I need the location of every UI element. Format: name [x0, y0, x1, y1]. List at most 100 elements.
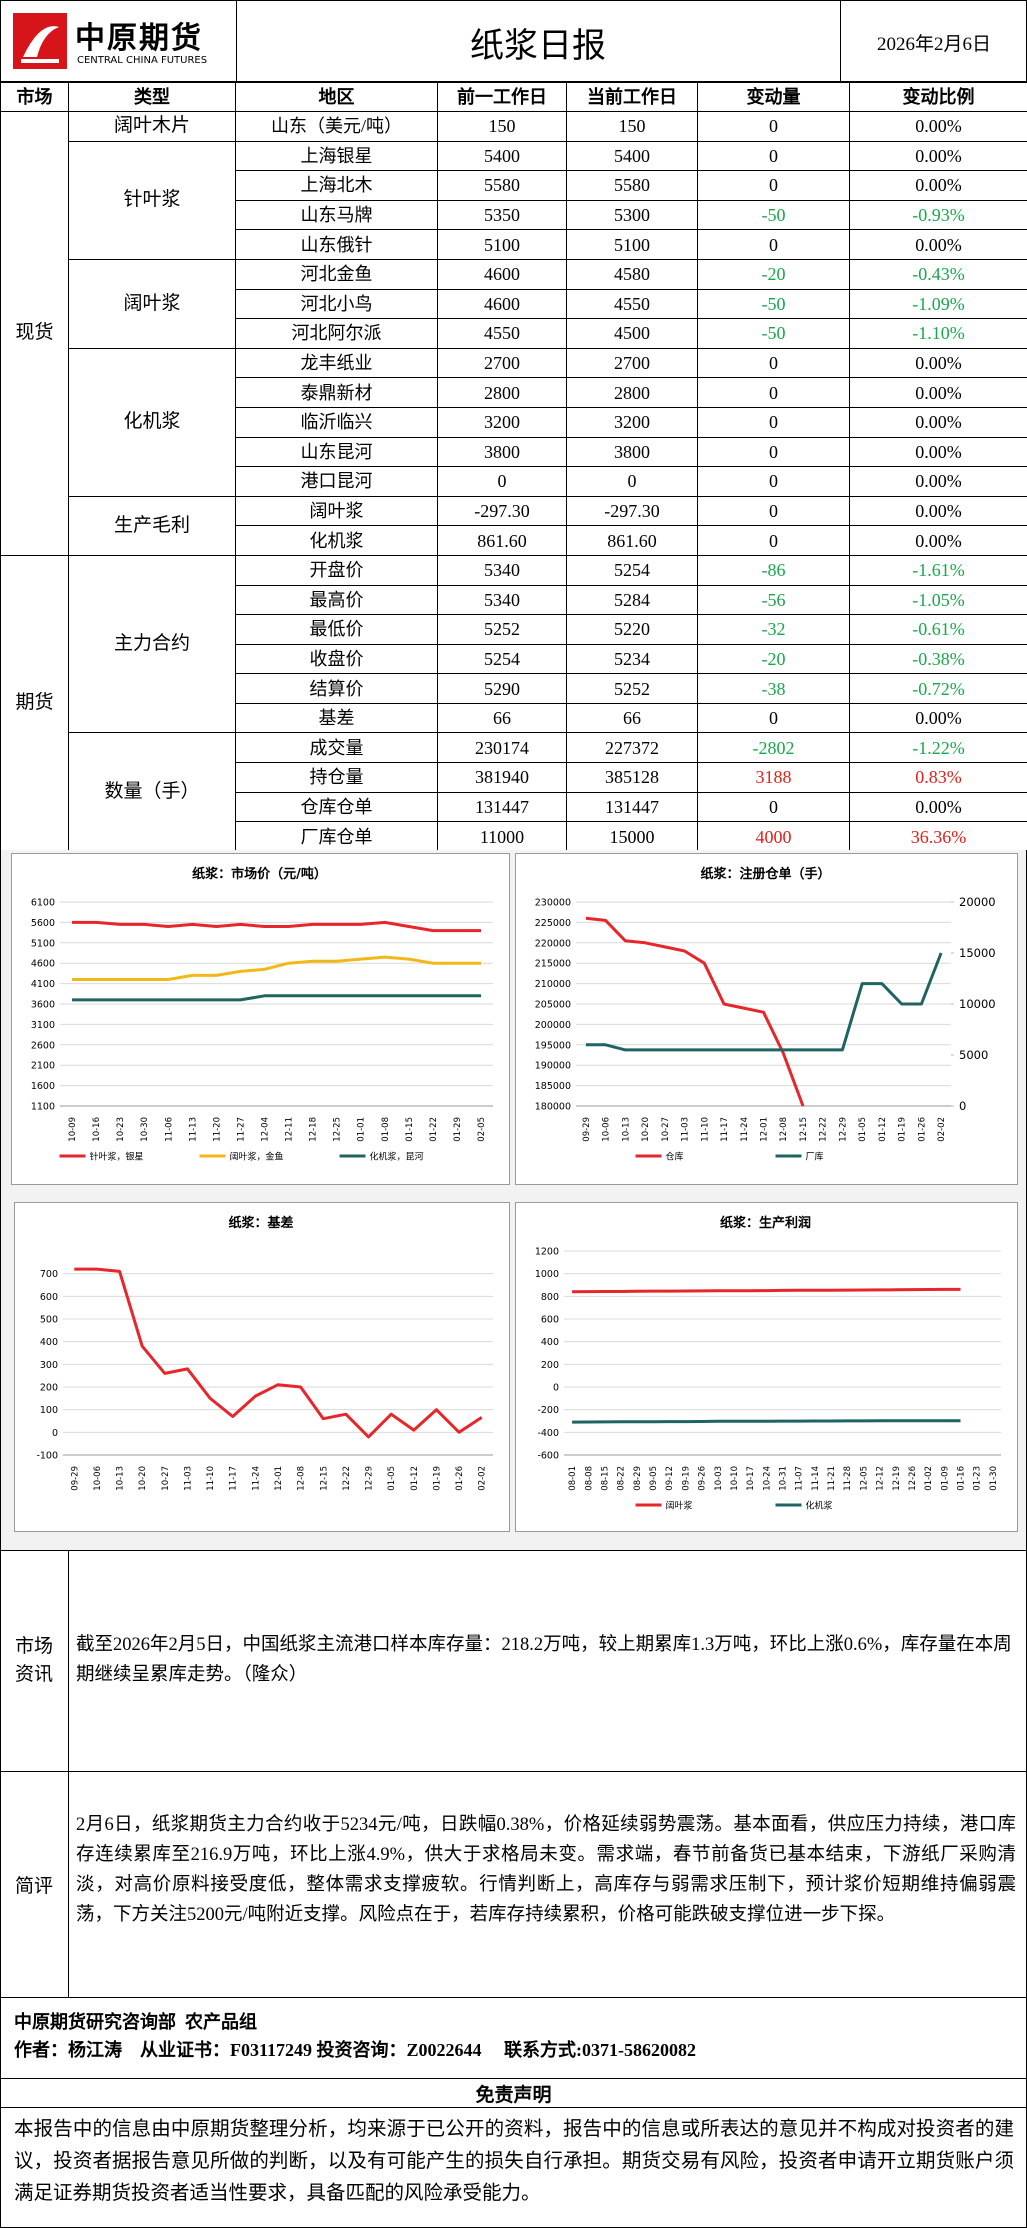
x-tick-label: 12-08	[297, 1466, 307, 1491]
value-cell: 0	[697, 436, 850, 468]
value-cell: -20	[697, 258, 850, 290]
table-row: 河北阿尔派 4550 4500 -50 -1.10%	[1, 318, 1027, 349]
x-tick-label: 01-15	[405, 1117, 415, 1142]
value-cell: 385128	[566, 762, 698, 793]
x-tick-label: 10-06	[602, 1117, 612, 1142]
value-cell: 0.00%	[849, 170, 1027, 201]
logo-subtext: CENTRAL CHINA FUTURES	[77, 55, 208, 66]
value-cell: -86	[697, 554, 850, 586]
x-tick-label: 11-21	[827, 1466, 837, 1491]
chart-panel: 纸浆：注册仓单（手） 180000 185000 190000 195000 200000…	[515, 853, 1018, 1185]
chart-title: 纸浆：生产利润	[720, 1215, 811, 1231]
value-cell: 5340	[437, 584, 567, 616]
legend-label: 针叶浆，银星	[90, 1151, 144, 1163]
y-tick-label: 5100	[31, 938, 55, 949]
y-tick-label: 600	[40, 1292, 58, 1303]
x-tick-label: 01-26	[455, 1466, 465, 1491]
x-tick-label: 01-26	[917, 1117, 927, 1142]
y-tick-label: 400	[541, 1337, 559, 1348]
value-cell: 0	[697, 406, 850, 438]
value-cell: 0	[697, 347, 850, 379]
x-tick-label: 08-01	[568, 1466, 578, 1491]
x-tick-label: 12-15	[319, 1466, 329, 1491]
y-tick-label: -200	[537, 1405, 559, 1416]
value-cell: 0.00%	[849, 377, 1027, 408]
x-tick-label: 01-09	[940, 1466, 950, 1491]
region-cell: 山东马牌	[235, 199, 438, 231]
value-cell: 4550	[566, 288, 698, 320]
chart: 纸浆：注册仓单（手）180000185000190000195000200000…	[535, 866, 996, 1163]
value-cell: 0	[566, 466, 698, 497]
series-line	[585, 916, 805, 1107]
x-tick-label: 10-27	[161, 1466, 171, 1491]
type-cell: 阔叶浆	[68, 258, 236, 349]
table-row: 泰鼎新材 2800 2800 0 0.00%	[1, 377, 1027, 408]
x-tick-label: 10-27	[661, 1117, 671, 1142]
value-cell: -2802	[697, 732, 850, 764]
value-cell: 3200	[566, 406, 698, 438]
region-cell: 临沂临兴	[235, 406, 438, 438]
table-row: 最高价 5340 5284 -56 -1.05%	[1, 584, 1027, 616]
series-line	[72, 955, 481, 981]
value-cell: 0.00%	[849, 347, 1027, 379]
x-tick-label: 10-31	[779, 1466, 789, 1491]
y-tick-label: 1200	[535, 1247, 559, 1258]
x-tick-label: 12-01	[760, 1117, 770, 1142]
y2-tick-label: 20000	[959, 895, 996, 909]
table-row: 化机浆 龙丰纸业 2700 2700 0 0.00%	[1, 347, 1027, 497]
x-tick-label: 10-20	[641, 1117, 651, 1142]
y-tick-label: 100	[40, 1405, 58, 1416]
value-cell: 5100	[437, 229, 567, 260]
value-cell: -32	[697, 614, 850, 645]
x-tick-label: 12-22	[342, 1466, 352, 1491]
value-cell: 5220	[566, 614, 698, 645]
x-tick-label: 12-29	[838, 1117, 848, 1142]
x-tick-label: 11-10	[206, 1466, 216, 1491]
x-tick-label: 01-30	[989, 1466, 999, 1491]
x-tick-label: 01-29	[453, 1117, 463, 1142]
x-tick-label: 12-18	[309, 1117, 319, 1142]
value-cell: 150	[566, 111, 698, 142]
x-tick-label: 12-11	[285, 1117, 295, 1142]
column-header: 前一工作日	[437, 82, 567, 112]
value-cell: -1.61%	[849, 554, 1027, 586]
table-row: 生产毛利 阔叶浆 -297.30 -297.30 0 0.00%	[1, 495, 1027, 556]
y-tick-label: 225000	[535, 918, 571, 929]
value-cell: 5284	[566, 584, 698, 616]
value-cell: 15000	[566, 821, 698, 852]
x-tick-label: 10-24	[762, 1466, 772, 1491]
x-tick-label: 09-19	[681, 1466, 691, 1491]
y-tick-label: 0	[52, 1428, 58, 1439]
table-row: 化机浆 861.60 861.60 0 0.00%	[1, 525, 1027, 556]
x-tick-label: 01-19	[898, 1117, 908, 1142]
table-row: 仓库仓单 131447 131447 0 0.00%	[1, 791, 1027, 823]
value-cell: -1.09%	[849, 288, 1027, 320]
region-cell: 仓库仓单	[235, 791, 438, 823]
region-cell: 泰鼎新材	[235, 377, 438, 408]
value-cell: 0	[697, 111, 850, 142]
value-cell: 5340	[437, 554, 567, 586]
table-row: 数量（手） 成交量 230174 227372 -2802 -1.22%	[1, 732, 1027, 852]
region-cell: 山东昆河	[235, 436, 438, 468]
y-tick-label: 5600	[31, 918, 55, 929]
x-tick-label: 12-19	[892, 1466, 902, 1491]
region-cell: 成交量	[235, 732, 438, 764]
y-tick-label: 300	[40, 1360, 58, 1371]
value-cell: -1.22%	[849, 732, 1027, 764]
region-cell: 河北阿尔派	[235, 318, 438, 349]
region-cell: 河北金鱼	[235, 258, 438, 290]
column-header: 地区	[235, 82, 438, 112]
y-tick-label: 4600	[31, 959, 55, 970]
region-cell: 化机浆	[235, 525, 438, 556]
value-cell: 861.60	[437, 525, 567, 556]
info-text: 截至2026年2月5日，中国纸浆主流港口样本库存量：218.2万吨，较上期累库1…	[76, 1635, 1012, 1685]
column-header: 变动量	[697, 82, 850, 112]
value-cell: 0	[437, 466, 567, 497]
y-tick-label: 3100	[31, 1020, 55, 1031]
x-tick-label: 11-06	[164, 1117, 174, 1142]
value-cell: 0	[697, 791, 850, 823]
x-tick-label: 02-02	[478, 1466, 488, 1491]
x-tick-label: 08-15	[600, 1466, 610, 1491]
value-cell: 381940	[437, 762, 567, 793]
